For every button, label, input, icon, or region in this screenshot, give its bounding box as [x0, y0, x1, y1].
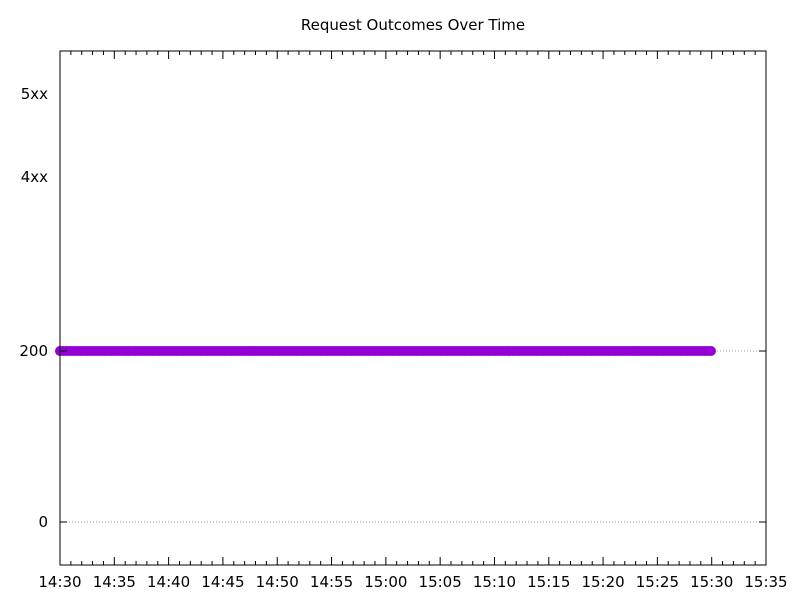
y-tick-label: 4xx	[21, 168, 48, 186]
x-tick-label: 15:00	[364, 573, 407, 591]
y-tick-label: 5xx	[21, 85, 48, 103]
series-0	[55, 346, 716, 356]
x-tick-label: 15:10	[473, 573, 516, 591]
x-tick-label: 14:40	[147, 573, 190, 591]
x-tick-labels: 14:30 14:35 14:40 14:45 14:50 14:55 15:00 15:05…	[38, 573, 787, 591]
x-tick-label: 15:25	[636, 573, 679, 591]
y-tick-label: 200	[19, 342, 48, 360]
x-tick-label: 15:30	[690, 573, 733, 591]
x-tick-label: 15:05	[419, 573, 462, 591]
x-tick-label: 14:50	[256, 573, 299, 591]
data-point	[706, 346, 716, 356]
x-tick-label: 15:35	[744, 573, 787, 591]
x-tick-label: 14:35	[93, 573, 136, 591]
x-tick-label: 14:45	[201, 573, 244, 591]
x-tick-label: 15:15	[527, 573, 570, 591]
chart-title: Request Outcomes Over Time	[301, 16, 525, 34]
y-tick-labels: 5xx 4xx 200 0	[19, 85, 48, 531]
tick-layer	[59, 51, 767, 565]
series-layer	[55, 346, 716, 356]
x-tick-label: 14:30	[38, 573, 81, 591]
grid-layer	[60, 350, 766, 523]
y-tick-label: 0	[38, 513, 48, 531]
x-tick-label: 14:55	[310, 573, 353, 591]
x-tick-label: 15:20	[581, 573, 624, 591]
plot-frame	[59, 50, 767, 566]
